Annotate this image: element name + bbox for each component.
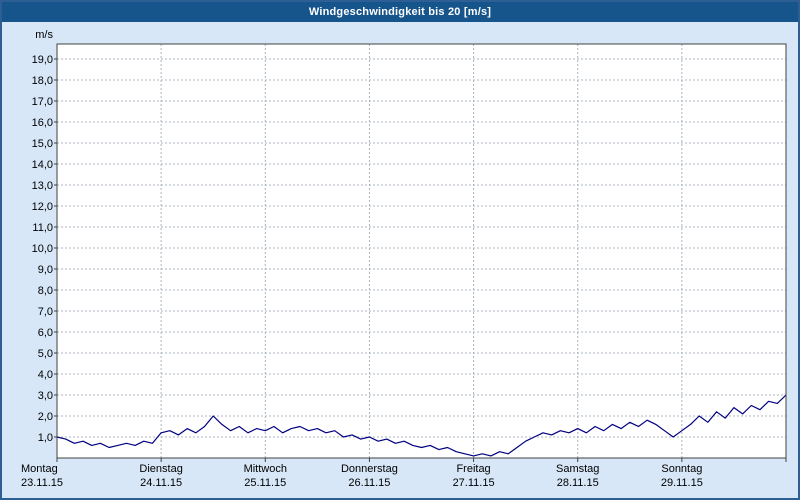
xtick-day-label: Sonntag	[661, 463, 702, 475]
xtick-date-label: 25.11.15	[244, 477, 286, 489]
window-title-bar: Windgeschwindigkeit bis 20 [m/s]	[2, 2, 798, 22]
xtick-date-label: 27.11.15	[453, 477, 495, 489]
ytick-label: 15,0	[32, 138, 53, 150]
y-axis-unit-label: m/s	[35, 29, 53, 41]
ytick-label: 6,0	[38, 327, 53, 339]
ytick-label: 8,0	[38, 285, 53, 297]
ytick-label: 19,0	[32, 54, 53, 66]
ytick-label: 7,0	[38, 306, 53, 318]
ytick-label: 11,0	[32, 222, 53, 234]
ytick-label: 4,0	[38, 369, 53, 381]
ytick-label: 16,0	[32, 117, 53, 129]
xtick-day-label: Samstag	[556, 463, 599, 475]
wind-speed-line	[56, 394, 787, 457]
plot-frame	[56, 43, 787, 459]
ytick-label: 2,0	[38, 411, 53, 423]
ytick-label: 18,0	[32, 75, 53, 87]
ytick-label: 17,0	[32, 96, 53, 108]
ytick-label: 12,0	[32, 201, 53, 213]
ytick-label: 5,0	[38, 348, 53, 360]
xtick-day-label: Freitag	[456, 463, 490, 475]
xtick-day-label: Mittwoch	[244, 463, 287, 475]
xtick-date-label: 23.11.15	[21, 477, 63, 489]
plot-area	[57, 44, 786, 458]
chart-title: Windgeschwindigkeit bis 20 [m/s]	[308, 6, 492, 18]
ytick-label: 10,0	[32, 243, 53, 255]
xtick-date-label: 28.11.15	[557, 477, 599, 489]
xtick-day-label: Donnerstag	[341, 463, 398, 475]
ytick-label: 13,0	[32, 180, 53, 192]
xtick-day-label: Dienstag	[139, 463, 182, 475]
ytick-label: 9,0	[38, 264, 53, 276]
ytick-label: 1,0	[38, 432, 53, 444]
ytick-label: 3,0	[38, 390, 53, 402]
xtick-date-label: 29.11.15	[661, 477, 703, 489]
ytick-label: 14,0	[32, 159, 53, 171]
wind-speed-chart: 1,0 2,0 3,0 4,0 5,0 6,0 7,0 8,0 9,0 10,0 11,0 12,0 1…	[21, 29, 787, 489]
xtick-day-label: Montag	[21, 463, 58, 475]
xtick-date-label: 26.11.15	[348, 477, 390, 489]
xtick-date-label: 24.11.15	[140, 477, 182, 489]
